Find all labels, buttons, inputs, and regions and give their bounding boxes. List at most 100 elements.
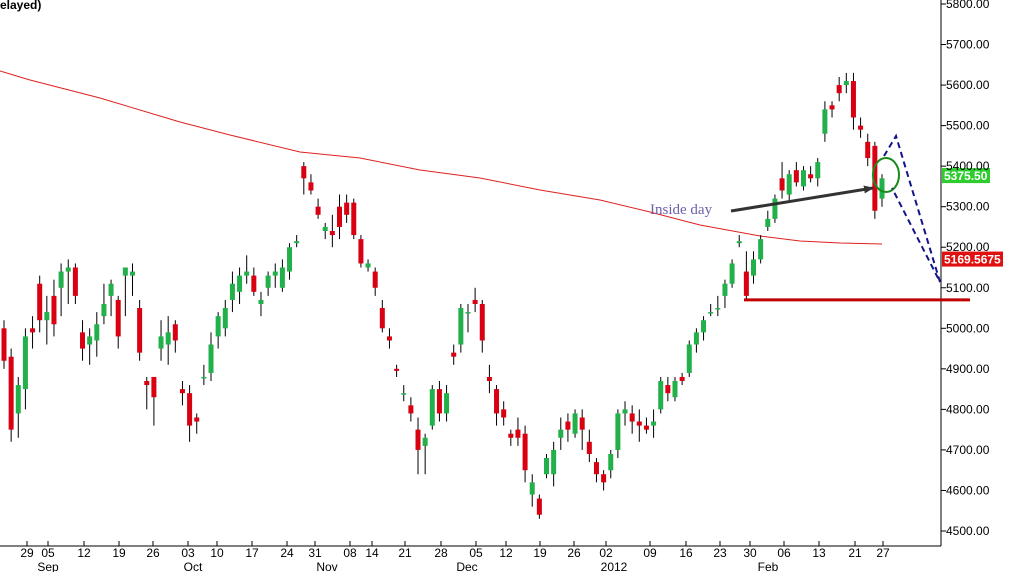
candle	[536, 494, 542, 519]
candle-body	[444, 393, 450, 414]
candle-body	[772, 198, 778, 219]
candles-layer	[1, 72, 885, 519]
candle	[365, 259, 371, 272]
x-day-label: 21	[848, 546, 862, 560]
inside-day-label: Inside day	[650, 202, 713, 218]
candle	[187, 385, 193, 442]
candle	[415, 417, 421, 475]
candle-body	[229, 283, 235, 300]
x-day-label: 05	[469, 546, 483, 560]
candle	[586, 429, 592, 463]
candle-body	[58, 271, 64, 288]
candle	[843, 72, 849, 94]
candle	[451, 344, 457, 365]
candle	[665, 376, 671, 402]
candle-body	[544, 458, 550, 475]
candle	[115, 295, 121, 349]
candle-body	[658, 381, 664, 410]
candle-body	[479, 303, 485, 341]
candle-body	[51, 295, 57, 325]
candle	[351, 198, 357, 240]
x-month-label: Feb	[758, 560, 779, 572]
x-day-label: 13	[812, 546, 826, 560]
candle-body	[37, 283, 43, 321]
candle-body	[137, 308, 143, 353]
y-tick-label: 5000.00	[946, 321, 990, 335]
candle	[315, 198, 321, 219]
candle-body	[322, 226, 328, 232]
last-price-badge	[942, 168, 990, 184]
candle-body	[836, 85, 842, 94]
candle-body	[208, 344, 214, 373]
projection-path	[883, 133, 941, 283]
candle	[822, 101, 828, 142]
candle-body	[429, 389, 435, 426]
candle	[872, 141, 878, 219]
candle-body	[601, 474, 607, 483]
candle-body	[494, 389, 500, 414]
last-price-label: 5375.50	[944, 169, 988, 183]
candle	[593, 458, 599, 483]
candle	[194, 413, 200, 434]
candle-body	[151, 376, 157, 398]
chart-title-fragment: elayed)	[0, 0, 41, 12]
candle	[629, 405, 635, 434]
candle	[429, 385, 435, 430]
candle	[8, 348, 14, 442]
x-day-label: 29	[20, 546, 34, 560]
candle	[336, 194, 342, 240]
candle-body	[172, 324, 178, 341]
candle	[522, 425, 528, 483]
candle	[22, 328, 28, 410]
candle	[222, 299, 228, 337]
candle-body	[115, 299, 121, 337]
candle-body	[344, 202, 350, 215]
candle	[544, 453, 550, 479]
candle-body	[358, 239, 364, 264]
candle	[251, 267, 257, 296]
candle-body	[736, 241, 742, 244]
candle	[722, 279, 728, 309]
candle-body	[458, 308, 464, 345]
candle	[615, 409, 621, 459]
candle	[15, 376, 21, 438]
candle	[736, 235, 742, 248]
candle-body	[8, 356, 14, 430]
candle-body	[144, 381, 150, 386]
candle-body	[486, 376, 492, 382]
candle	[44, 295, 50, 345]
candle	[287, 243, 293, 280]
candle-body	[394, 368, 400, 371]
candle	[401, 385, 407, 402]
x-axis: 29 05 12 19 26 03 10 17 24 31 08 14 21 28 05 12 19 26 02 09…	[20, 541, 890, 572]
candle-body	[201, 376, 207, 379]
candle-body	[187, 393, 193, 426]
candle	[172, 320, 178, 353]
candle-body	[158, 336, 164, 349]
y-tick-label: 5300.00	[946, 200, 990, 214]
candle	[65, 259, 71, 304]
candle-body	[308, 182, 314, 191]
x-day-label: 10	[210, 546, 224, 560]
y-tick-label: 5500.00	[946, 119, 990, 133]
candle	[158, 320, 164, 361]
y-tick-label: 5600.00	[946, 78, 990, 92]
candle	[486, 364, 492, 394]
candle	[601, 470, 607, 491]
candle	[458, 303, 464, 353]
candle	[329, 214, 335, 248]
candle	[58, 263, 64, 317]
candle-body	[44, 312, 50, 321]
candle-body	[222, 308, 228, 329]
candle	[800, 166, 806, 191]
candle	[779, 162, 785, 199]
candle	[244, 255, 250, 284]
candle-body	[586, 441, 592, 454]
candle-body	[237, 275, 243, 292]
x-day-label: 24	[280, 546, 294, 560]
candle-body	[244, 271, 250, 276]
y-tick-label: 5800.00	[946, 0, 990, 11]
candle-body	[843, 81, 849, 86]
x-day-label: 26	[567, 546, 581, 560]
